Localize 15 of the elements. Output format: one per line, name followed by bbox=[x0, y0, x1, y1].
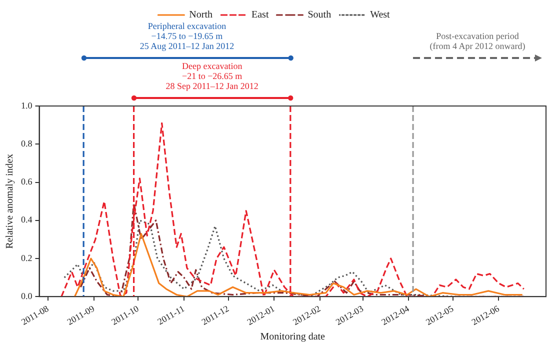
text: Peripheral excavation −14.75 to −19.65 m 25 Aug 2011–12 Jan 2012 bbox=[140, 21, 234, 51]
y-tick-label: 0.0 bbox=[21, 291, 33, 302]
y-tick-label: 0.8 bbox=[21, 138, 33, 148]
legend-label: South bbox=[308, 10, 332, 21]
y-tick-label: 0.2 bbox=[21, 252, 32, 263]
y-tick-label: 1.0 bbox=[21, 100, 33, 110]
legend-label: West bbox=[370, 10, 390, 21]
text: Post-excavation period (from 4 Apr 2012 onward) bbox=[430, 31, 526, 51]
x-axis-title: Monitoring date bbox=[260, 332, 326, 343]
legend-label: East bbox=[252, 10, 269, 21]
y-tick-label: 0.6 bbox=[21, 176, 33, 187]
y-tick-label: 0.4 bbox=[21, 214, 33, 225]
text: Deep excavation −21 to −26.65 m 28 Sep 2011–12 Jan 2012 bbox=[166, 61, 258, 91]
legend-label: North bbox=[189, 10, 213, 21]
y-axis-title: Relative anomaly index bbox=[4, 154, 16, 249]
